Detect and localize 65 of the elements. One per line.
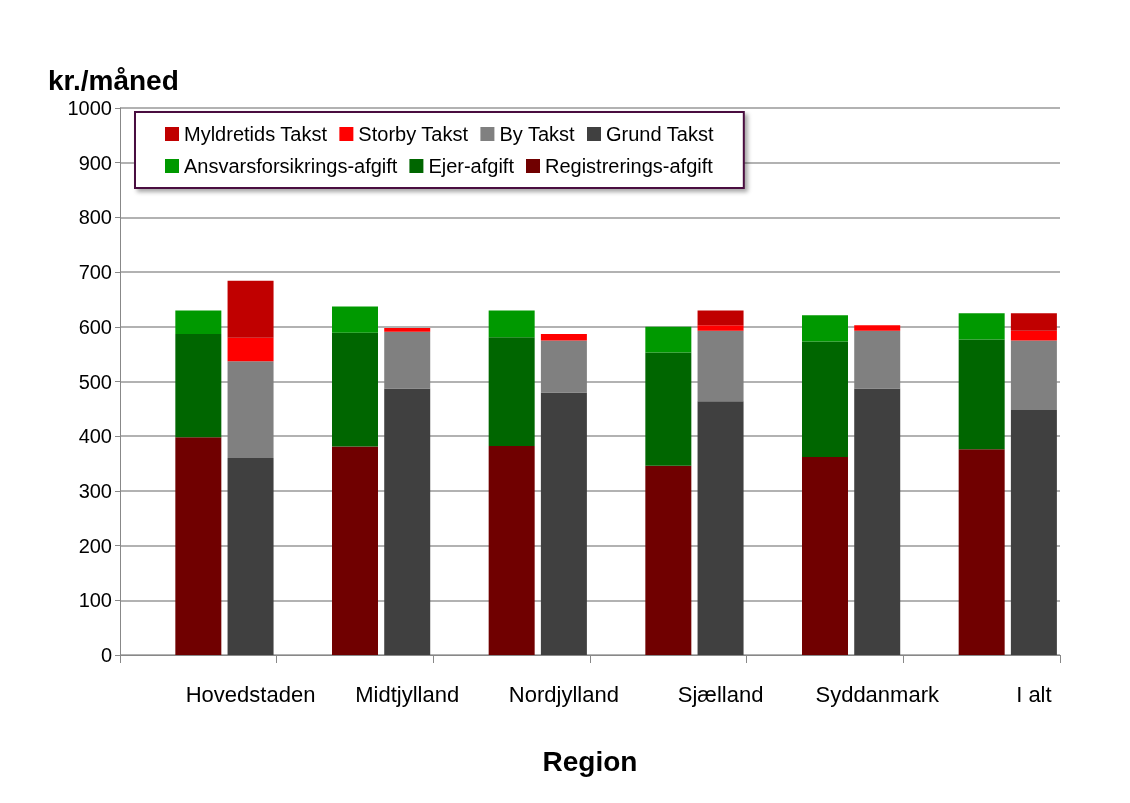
bar (488, 337, 535, 447)
bar (175, 437, 222, 655)
bar (1010, 409, 1057, 655)
bar (645, 352, 692, 466)
y-axis-title: kr./måned (48, 64, 179, 96)
bar (227, 280, 274, 338)
x-tick-label: Sjælland (677, 681, 764, 707)
x-tick-label: I alt (1016, 681, 1052, 707)
bar (175, 333, 222, 438)
bar (540, 333, 587, 341)
legend-label: Storby Takst (358, 123, 469, 145)
bar (332, 306, 378, 333)
bar (332, 332, 378, 447)
bar (802, 456, 848, 655)
y-tick-label: 100 (78, 589, 112, 612)
y-tick-label: 500 (78, 370, 112, 393)
bar (488, 310, 535, 338)
legend-label: Grund Takst (605, 123, 714, 145)
bar (175, 310, 222, 334)
bar (697, 325, 744, 331)
bar (958, 313, 1005, 340)
y-tick-label: 600 (78, 315, 112, 338)
bar (540, 340, 587, 393)
x-tick-label: Midtjylland (355, 681, 460, 707)
y-tick-label: 200 (78, 534, 112, 557)
bar (958, 449, 1005, 655)
y-tick-label: 400 (78, 425, 112, 448)
y-tick-label: 800 (78, 206, 112, 229)
x-axis-title: Region (542, 745, 638, 777)
bar (227, 337, 274, 362)
bar (384, 331, 431, 389)
bar (802, 315, 848, 342)
y-tick-label: 300 (78, 479, 112, 502)
y-tick-label: 700 (78, 261, 112, 284)
bar (697, 310, 744, 326)
bar (697, 401, 744, 655)
bar (384, 388, 431, 655)
bar (332, 446, 378, 655)
bar (697, 330, 744, 402)
legend-label: Ejer-afgift (428, 155, 515, 177)
y-tick-label: 900 (78, 151, 112, 174)
legend-label: Registrerings-afgift (544, 155, 714, 177)
bar (488, 446, 535, 655)
bar (384, 327, 431, 332)
bar (227, 361, 274, 459)
x-tick-label: Syddanmark (815, 681, 940, 707)
bar (645, 326, 692, 353)
bar (854, 330, 901, 389)
bar (1010, 313, 1057, 331)
bar (645, 465, 692, 655)
bar (227, 458, 274, 655)
x-tick-label: Hovedstaden (185, 681, 316, 707)
bar (1010, 330, 1057, 341)
bar (802, 341, 848, 457)
bar (854, 388, 901, 655)
bar (854, 325, 901, 331)
bar (958, 339, 1005, 450)
bar (1010, 340, 1057, 410)
x-tick-label: Nordjylland (508, 681, 619, 707)
bar (540, 392, 587, 655)
legend-label: Myldretids Takst (184, 123, 328, 145)
y-tick-label: 1000 (67, 97, 112, 119)
legend-label: By Takst (499, 123, 576, 145)
legend-label: Ansvarsforsikrings-afgift (184, 155, 398, 177)
y-tick-label: 0 (100, 644, 112, 666)
